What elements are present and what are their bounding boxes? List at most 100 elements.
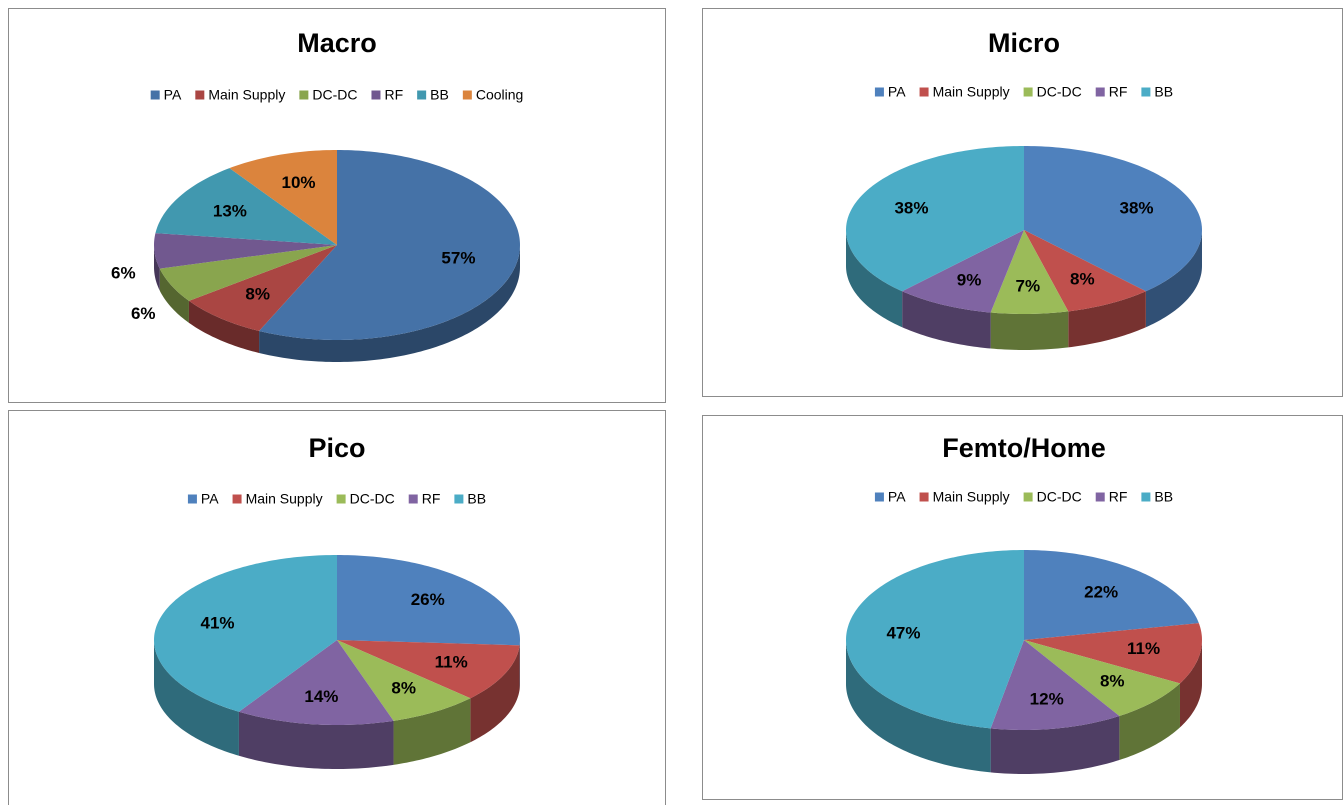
legend-label: BB	[430, 87, 449, 103]
data-label: 8%	[1070, 270, 1095, 289]
slice	[1024, 146, 1202, 292]
chart-title: Pico	[308, 433, 365, 463]
data-label: 57%	[441, 249, 475, 268]
legend-label: Main Supply	[933, 84, 1010, 100]
slice	[259, 150, 520, 340]
legend-label: RF	[384, 87, 403, 103]
slice	[990, 230, 1069, 314]
slice	[337, 555, 520, 646]
legend-label: BB	[467, 491, 486, 507]
slice-side	[188, 300, 260, 353]
data-label: 7%	[1016, 277, 1041, 296]
data-label: 6%	[131, 304, 156, 323]
legend-swatch	[299, 90, 309, 100]
slice	[238, 640, 394, 725]
slice-side	[1179, 640, 1202, 728]
legend: PA Main Supply DC-DC RF BB	[874, 84, 1173, 100]
legend-swatch	[417, 90, 427, 100]
slice-side	[902, 291, 991, 349]
slice	[846, 550, 1024, 729]
data-label: 12%	[1030, 690, 1064, 709]
data-label: 47%	[886, 624, 920, 643]
slice-side	[393, 698, 471, 765]
legend-label: DC-DC	[350, 491, 395, 507]
legend-label: RF	[1109, 84, 1128, 100]
slice	[902, 230, 1024, 313]
chart-title: Macro	[297, 28, 377, 58]
slice	[337, 640, 520, 699]
legend-swatch	[1095, 492, 1105, 502]
slice-side	[990, 311, 1069, 350]
legend-label: Main Supply	[933, 489, 1010, 505]
legend-swatch	[232, 494, 242, 504]
slice	[154, 555, 337, 712]
slice-side	[259, 245, 520, 362]
legend-swatch	[1023, 492, 1033, 502]
data-label: 22%	[1084, 582, 1118, 601]
legend-swatch	[1141, 492, 1151, 502]
slice	[1024, 623, 1202, 684]
data-label: 8%	[1100, 671, 1125, 690]
slice-side	[1145, 230, 1202, 328]
data-label: 38%	[894, 198, 928, 217]
legend-swatch	[1095, 87, 1105, 97]
data-label: 8%	[391, 678, 416, 697]
legend-swatch	[371, 90, 381, 100]
slice	[155, 168, 337, 245]
data-label: 8%	[245, 284, 270, 303]
slice-side	[154, 640, 239, 756]
legend-label: BB	[1154, 489, 1173, 505]
data-label: 41%	[200, 613, 234, 632]
data-label: 13%	[213, 202, 247, 221]
legend-label: Cooling	[476, 87, 523, 103]
legend-swatch	[195, 90, 205, 100]
legend-label: Main Supply	[208, 87, 285, 103]
slice-side	[846, 640, 991, 773]
legend-label: PA	[888, 84, 906, 100]
legend-label: PA	[164, 87, 182, 103]
slice-side	[846, 230, 903, 328]
legend: PA Main Supply DC-DC RF BB	[874, 489, 1173, 505]
slice-side	[990, 715, 1120, 774]
chart-title: Femto/Home	[942, 433, 1106, 463]
slice	[1024, 640, 1180, 716]
legend-swatch	[408, 494, 418, 504]
slice-side	[1119, 683, 1180, 760]
legend-label: DC-DC	[312, 87, 357, 103]
legend-label: BB	[1154, 84, 1173, 100]
slice	[846, 146, 1024, 292]
slice	[188, 245, 337, 331]
slice-side	[1068, 291, 1146, 348]
legend: PA Main Supply DC-DC RF BB Cooling	[150, 87, 523, 103]
data-label: 26%	[411, 590, 445, 609]
legend-swatch	[874, 492, 884, 502]
data-label: 9%	[957, 270, 982, 289]
data-label: 11%	[1127, 639, 1160, 658]
legend-swatch	[187, 494, 197, 504]
legend-swatch	[150, 90, 160, 100]
slice	[154, 233, 337, 269]
legend-swatch	[919, 492, 929, 502]
slice-side	[154, 245, 160, 291]
slice-side	[159, 268, 189, 323]
slice	[1024, 550, 1199, 640]
data-label: 6%	[111, 263, 136, 282]
legend-swatch	[1023, 87, 1033, 97]
legend-label: RF	[422, 491, 441, 507]
slice-side	[238, 711, 394, 769]
legend-swatch	[874, 87, 884, 97]
legend-swatch	[462, 90, 472, 100]
legend-label: PA	[201, 491, 219, 507]
chart-title: Micro	[988, 28, 1060, 58]
data-label: 38%	[1120, 198, 1154, 217]
slice	[1024, 230, 1146, 312]
legend-label: PA	[888, 489, 906, 505]
legend-swatch	[919, 87, 929, 97]
legend-label: Main Supply	[246, 491, 323, 507]
legend-label: DC-DC	[1037, 489, 1082, 505]
legend-label: DC-DC	[1037, 84, 1082, 100]
data-label: 10%	[282, 173, 316, 192]
data-label: 11%	[435, 652, 468, 671]
legend-swatch	[1141, 87, 1151, 97]
